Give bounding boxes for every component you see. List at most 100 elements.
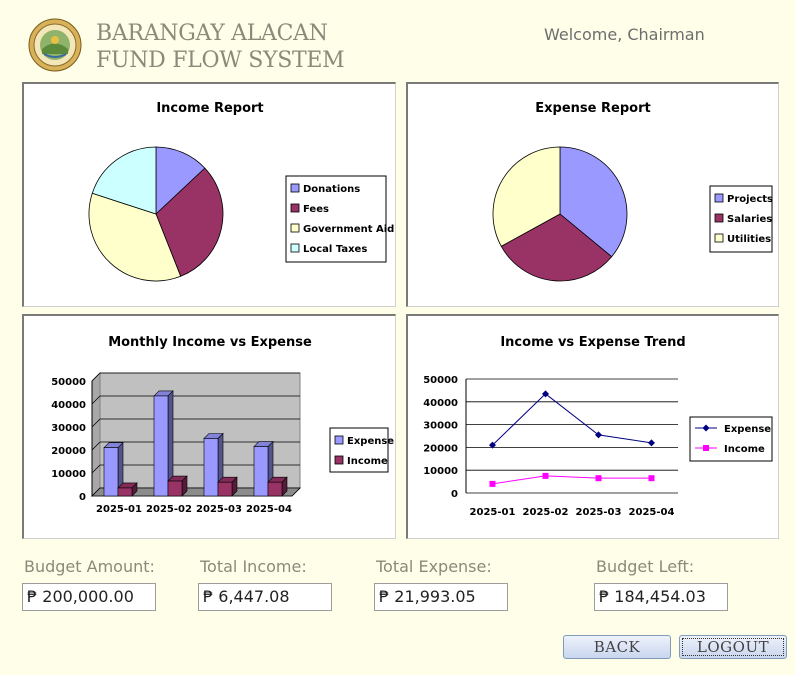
legend-swatch-donations — [290, 183, 300, 193]
gridline — [91, 418, 101, 428]
bar-expense-2025-03 — [203, 438, 219, 497]
chart-title: Income Report — [156, 101, 263, 116]
y-tick-label: 10000 — [423, 466, 458, 477]
x-tick-label: 2025-02 — [146, 504, 192, 515]
income-report-chart: Income Report Donations Fees Government Ai… — [88, 101, 394, 282]
income-expense-trend-panel: Income vs Expense Trend 50000 40000 30000 2… — [406, 314, 779, 539]
bar-income-2025-04 — [267, 481, 283, 497]
bar-income-2025-02 — [167, 480, 183, 497]
legend-label-local-taxes: Local Taxes — [303, 244, 367, 255]
pie-slice-projects — [559, 146, 628, 258]
plot-side-wall — [91, 371, 101, 498]
legend-swatch-utilities — [714, 233, 724, 243]
point-income-2025-01 — [489, 480, 496, 487]
y-tick-label: 0 — [79, 492, 86, 503]
monthly-income-expense-panel: Monthly Income vs Expense 50000 40000 3000… — [22, 314, 396, 539]
total-income-label: Total Income: — [200, 557, 307, 576]
legend-swatch-income — [334, 455, 344, 465]
legend-box — [329, 427, 389, 473]
legend-marker-expense — [702, 424, 710, 432]
y-tick-label: 20000 — [51, 446, 86, 457]
legend-box — [285, 175, 387, 263]
y-tick-label: 0 — [451, 489, 458, 500]
chart-title: Income vs Expense Trend — [500, 335, 685, 350]
bar-expense-2025-04 — [253, 446, 269, 497]
legend-box — [689, 416, 773, 462]
legend-swatch-salaries — [714, 213, 724, 223]
legend-label-income: Income — [724, 444, 765, 455]
bar-income-2025-03 — [217, 481, 233, 497]
income-expense-trend-chart: Income vs Expense Trend 50000 40000 30000 2… — [423, 335, 773, 518]
y-tick-label: 50000 — [51, 377, 86, 388]
x-tick-label: 2025-02 — [523, 507, 569, 518]
chart-title: Monthly Income vs Expense — [108, 335, 312, 350]
y-tick-label: 30000 — [423, 421, 458, 432]
pie-slice-fees — [155, 167, 224, 277]
legend-swatch-local-taxes — [290, 243, 300, 253]
point-income-2025-03 — [595, 475, 602, 482]
x-tick-label: 2025-01 — [96, 504, 142, 515]
total-expense-field[interactable]: ₱ 21,993.05 — [374, 583, 508, 611]
pie-slice-utilities — [492, 146, 561, 247]
legend-marker-income — [703, 445, 709, 451]
point-income-2025-04 — [648, 475, 655, 482]
chart-title: Expense Report — [535, 101, 650, 116]
barangay-seal-logo — [28, 18, 82, 72]
point-expense-2025-03 — [595, 431, 602, 439]
y-tick-label: 40000 — [51, 400, 86, 411]
app-title-line1: BARANGAY ALACAN — [96, 21, 328, 46]
legend-label-utilities: Utilities — [727, 234, 771, 245]
gridline — [91, 464, 101, 474]
point-expense-2025-01 — [489, 441, 496, 449]
y-tick-label: 40000 — [423, 398, 458, 409]
legend-swatch-government-aid — [290, 223, 300, 233]
point-expense-2025-04 — [648, 439, 655, 447]
legend-label-fees: Fees — [303, 204, 329, 215]
legend-label-salaries: Salaries — [727, 214, 772, 225]
legend-label-income: Income — [347, 456, 388, 467]
total-income-field[interactable]: ₱ 6,447.08 — [198, 583, 332, 611]
legend-label-expense: Expense — [724, 424, 771, 435]
y-tick-label: 50000 — [423, 375, 458, 386]
welcome-text: Welcome, Chairman — [544, 25, 705, 44]
legend-label-expense: Expense — [347, 436, 394, 447]
y-tick-label: 20000 — [423, 443, 458, 454]
point-expense-2025-02 — [542, 390, 549, 398]
bar-income-2025-01 — [117, 487, 133, 497]
legend-label-projects: Projects — [727, 194, 773, 205]
expense-report-chart: Expense Report Projects Salaries Utilities — [492, 101, 773, 282]
x-tick-label: 2025-04 — [246, 504, 292, 515]
budget-amount-field[interactable]: ₱ 200,000.00 — [22, 583, 156, 611]
legend-swatch-fees — [290, 203, 300, 213]
bar-expense-2025-01 — [103, 447, 119, 497]
pie-slice-donations — [155, 146, 206, 215]
total-expense-label: Total Expense: — [376, 557, 492, 576]
point-income-2025-02 — [542, 472, 549, 479]
x-tick-label: 2025-01 — [470, 507, 516, 518]
y-tick-label: 30000 — [51, 423, 86, 434]
gridline — [91, 441, 101, 451]
gridline — [91, 372, 101, 382]
x-tick-label: 2025-03 — [196, 504, 242, 515]
monthly-income-expense-chart: Monthly Income vs Expense 50000 40000 3000… — [51, 335, 394, 515]
legend-label-government-aid: Government Aid — [303, 224, 394, 235]
x-tick-label: 2025-03 — [576, 507, 622, 518]
budget-amount-label: Budget Amount: — [24, 557, 155, 576]
legend-swatch-projects — [714, 193, 724, 203]
income-report-panel: Income Report Donations Fees Government Ai… — [22, 82, 396, 307]
budget-left-field[interactable]: ₱ 184,454.03 — [594, 583, 728, 611]
legend-swatch-expense — [334, 435, 344, 445]
y-tick-label: 10000 — [51, 469, 86, 480]
pie-slice-government-aid — [88, 192, 182, 282]
app-title: BARANGAY ALACAN FUND FLOW SYSTEM — [96, 20, 345, 74]
back-button[interactable]: BACK — [563, 635, 671, 659]
legend-label-donations: Donations — [303, 184, 360, 195]
bar-expense-2025-02 — [153, 395, 169, 497]
budget-left-label: Budget Left: — [596, 557, 695, 576]
app-title-line2: FUND FLOW SYSTEM — [96, 48, 345, 73]
pie-slice-local-taxes — [91, 146, 157, 215]
line-series-expense — [492, 393, 652, 446]
logout-button[interactable]: LOGOUT — [679, 635, 787, 659]
expense-report-panel: Expense Report Projects Salaries Utilities — [406, 82, 779, 307]
line-series-income — [492, 475, 652, 485]
